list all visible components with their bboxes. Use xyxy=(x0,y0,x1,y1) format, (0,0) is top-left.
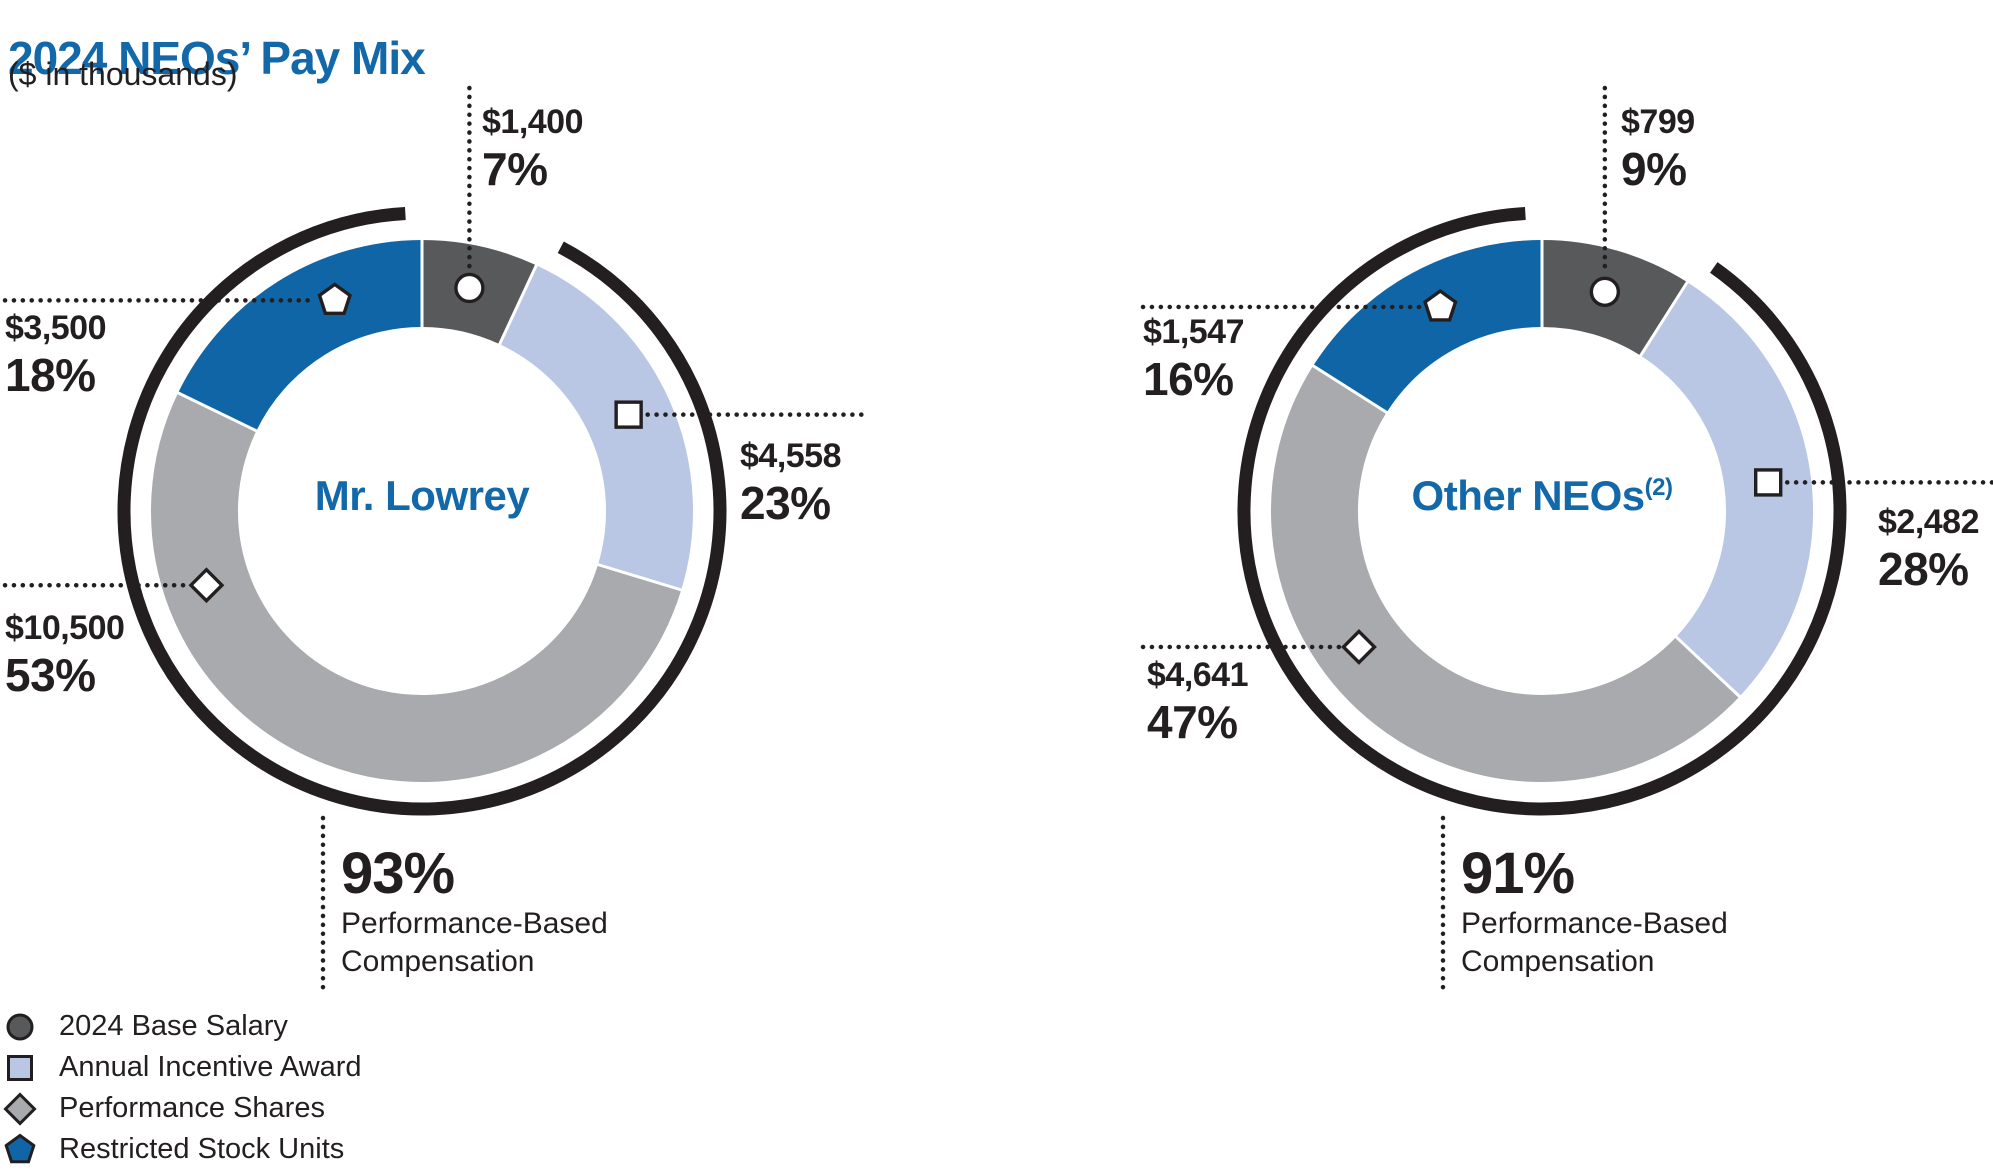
square-icon xyxy=(7,1054,33,1081)
callout-restricted-stock-lowrey: $3,500 18% xyxy=(5,308,107,402)
callout-value: $4,558 xyxy=(740,437,842,475)
callout-restricted-stock-others: $1,547 16% xyxy=(1143,312,1245,406)
callout-base-salary-others: $799 9% xyxy=(1621,102,1695,196)
callout-base-salary-lowrey: $1,400 7% xyxy=(482,102,584,196)
square-marker xyxy=(614,400,643,429)
legend-label: Restricted Stock Units xyxy=(59,1133,345,1165)
callout-percent: 18% xyxy=(5,349,96,401)
circle-marker xyxy=(1589,276,1621,308)
donut-segment-performance_shares xyxy=(151,392,682,782)
donut-center-label-others: Other NEOs(2) xyxy=(1242,472,1842,520)
donut-segment-performance_shares xyxy=(1271,365,1740,782)
legend-item-base-salary: 2024 Base Salary xyxy=(3,1006,362,1047)
neo-name: Mr. Lowrey xyxy=(314,472,530,519)
segment-separator xyxy=(595,562,684,592)
callout-annual-incentive-others: $2,482 28% xyxy=(1878,502,1980,596)
footnote-superscript: (2) xyxy=(1644,474,1673,501)
callout-value: $1,547 xyxy=(1143,313,1245,351)
pentagon-marker xyxy=(317,282,352,315)
donut-segment-annual_incentive xyxy=(498,265,693,590)
callout-value: $2,482 xyxy=(1878,503,1980,541)
callout-percent: 7% xyxy=(482,143,548,195)
callout-percent: 28% xyxy=(1878,543,1969,595)
legend: 2024 Base Salary Annual Incentive Award … xyxy=(3,1006,362,1170)
legend-item-performance-shares: Performance Shares xyxy=(3,1088,362,1129)
page-title: 2024 NEOs’ Pay Mix xyxy=(8,31,426,84)
performance-based-line1: Performance-Based xyxy=(341,907,608,940)
callout-value: $10,500 xyxy=(5,609,125,647)
segment-separator xyxy=(175,390,259,434)
callout-percent: 9% xyxy=(1621,143,1687,195)
performance-based-percent: 93% xyxy=(341,841,455,906)
callout-percent: 16% xyxy=(1143,353,1234,405)
callout-percent: 23% xyxy=(740,477,831,529)
legend-label: Annual Incentive Award xyxy=(59,1051,362,1083)
legend-label: Performance Shares xyxy=(59,1092,325,1124)
pentagon-icon xyxy=(4,1133,36,1163)
circle-icon xyxy=(6,1013,34,1040)
callout-percent: 53% xyxy=(5,649,96,701)
square-marker xyxy=(1754,468,1783,497)
segment-separator xyxy=(1638,279,1690,359)
pentagon-marker xyxy=(1423,288,1458,322)
segment-separator xyxy=(1673,634,1743,699)
donut-segment-restricted_stock xyxy=(178,240,423,432)
performance-based-summary-others: 91% Performance-Based Compensation xyxy=(1461,843,1728,981)
callout-annual-incentive-lowrey: $4,558 23% xyxy=(740,436,842,530)
performance-based-arc xyxy=(117,206,727,816)
diamond-marker xyxy=(1341,629,1377,665)
performance-based-line1: Performance-Based xyxy=(1461,907,1728,940)
diamond-marker xyxy=(188,567,225,604)
legend-label: 2024 Base Salary xyxy=(59,1010,288,1042)
callout-value: $3,500 xyxy=(5,309,107,347)
callout-value: $4,641 xyxy=(1147,656,1249,694)
segment-separator xyxy=(497,262,539,347)
page-subtitle: ($ in thousands) xyxy=(8,56,238,92)
legend-item-annual-incentive: Annual Incentive Award xyxy=(3,1047,362,1088)
performance-based-percent: 91% xyxy=(1461,841,1575,906)
performance-based-arc xyxy=(1237,206,1847,816)
callout-percent: 47% xyxy=(1147,696,1238,748)
performance-based-line2: Compensation xyxy=(1461,945,1655,978)
legend-item-restricted-stock: Restricted Stock Units xyxy=(3,1129,362,1170)
neo-name: Other NEOs xyxy=(1411,472,1646,519)
diamond-icon xyxy=(3,1091,37,1126)
callout-performance-shares-others: $4,641 47% xyxy=(1147,655,1249,749)
performance-based-summary-lowrey: 93% Performance-Based Compensation xyxy=(341,843,608,981)
segment-separator xyxy=(1310,363,1390,415)
performance-based-line2: Compensation xyxy=(341,945,535,978)
callout-value: $799 xyxy=(1621,103,1695,141)
circle-marker xyxy=(454,272,485,304)
callout-value: $1,400 xyxy=(482,103,584,141)
callout-performance-shares-lowrey: $10,500 53% xyxy=(5,608,125,702)
donut-center-label-lowrey: Mr. Lowrey xyxy=(122,472,722,520)
